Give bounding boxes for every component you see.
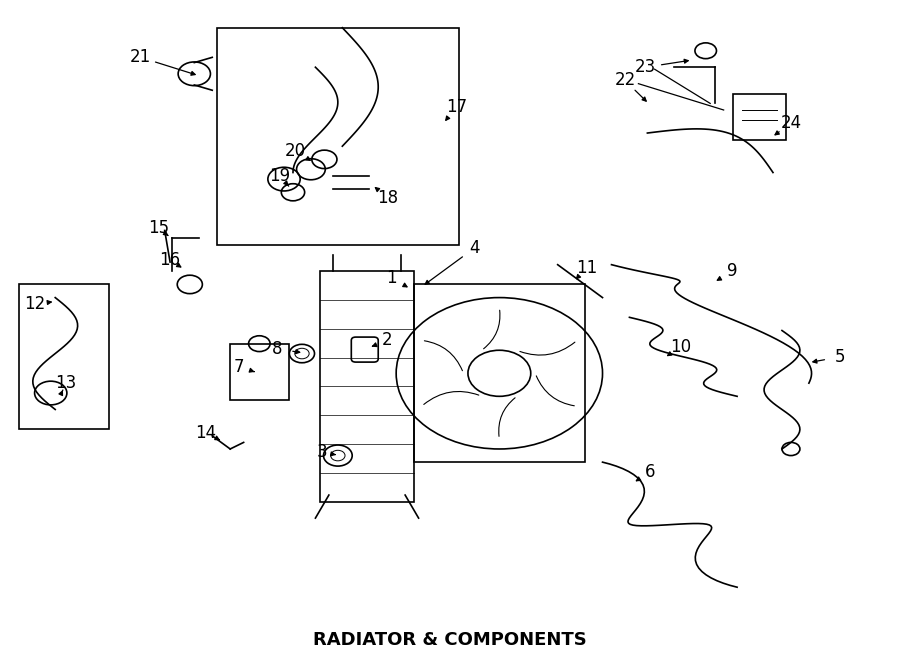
Text: 3: 3	[317, 444, 327, 461]
Text: 6: 6	[644, 463, 655, 481]
Text: 22: 22	[615, 71, 635, 89]
Text: 16: 16	[159, 251, 181, 269]
Text: 4: 4	[469, 239, 480, 257]
Text: 8: 8	[272, 340, 282, 358]
Text: 9: 9	[727, 262, 738, 280]
Text: 24: 24	[780, 114, 802, 132]
Text: 15: 15	[148, 219, 169, 237]
Text: 14: 14	[195, 424, 217, 442]
Text: 21: 21	[130, 48, 151, 66]
Text: RADIATOR & COMPONENTS: RADIATOR & COMPONENTS	[313, 631, 587, 649]
Text: 18: 18	[376, 188, 398, 206]
Text: 10: 10	[670, 338, 691, 356]
Text: 7: 7	[234, 358, 245, 375]
Text: 11: 11	[576, 259, 597, 277]
Text: 20: 20	[285, 143, 306, 161]
Text: 23: 23	[635, 58, 656, 76]
Text: 13: 13	[56, 374, 76, 392]
Text: 1: 1	[386, 269, 397, 287]
Text: 12: 12	[24, 295, 45, 313]
Text: 2: 2	[382, 331, 392, 350]
Text: 5: 5	[835, 348, 845, 366]
Text: 17: 17	[446, 98, 467, 116]
Text: 19: 19	[269, 167, 290, 185]
